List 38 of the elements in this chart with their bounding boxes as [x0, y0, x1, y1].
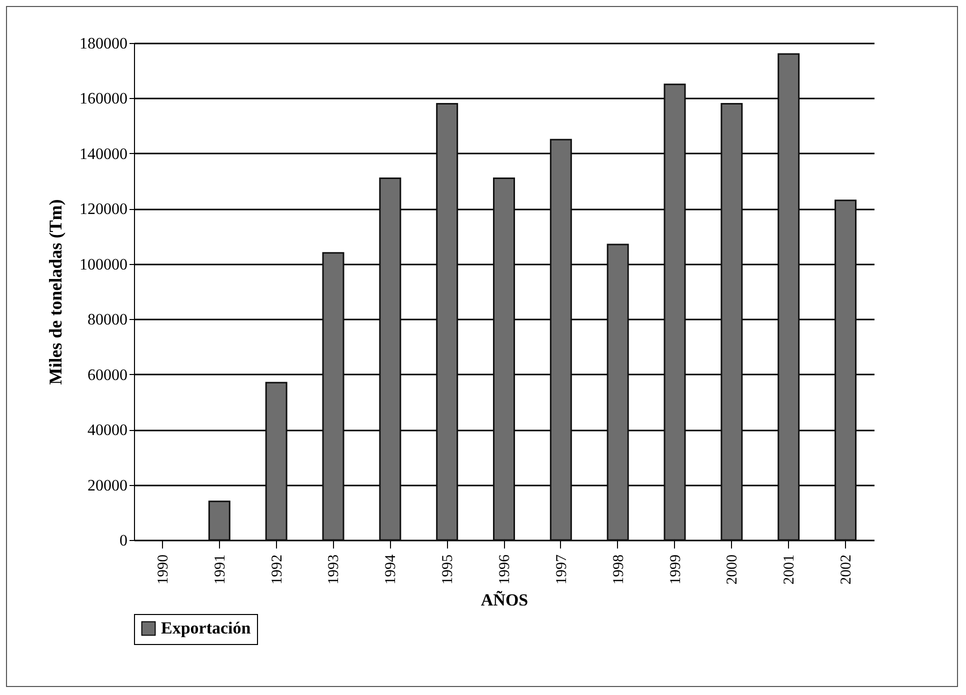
y-tick-label: 100000	[80, 256, 128, 274]
bar	[834, 200, 857, 541]
x-tick-label: 1992	[269, 554, 286, 584]
bar	[493, 178, 515, 541]
x-tick-label: 1990	[155, 554, 172, 584]
x-tick-label: 1998	[610, 554, 627, 584]
y-tick-label: 180000	[80, 36, 128, 52]
bar	[322, 252, 344, 541]
bar	[208, 500, 230, 541]
y-tick-label: 40000	[88, 422, 128, 440]
bar	[436, 102, 458, 541]
bar	[778, 53, 800, 541]
y-tick-label: 0	[120, 532, 128, 550]
y-tick-label: 120000	[80, 201, 128, 218]
y-tick-label: 160000	[80, 90, 128, 108]
y-tick-label: 80000	[88, 312, 128, 329]
x-tick-label: 1997	[554, 554, 570, 584]
x-tick-label: 1994	[383, 554, 400, 584]
bar	[550, 138, 572, 541]
bar	[265, 382, 288, 541]
y-axis-title: Miles de toneladas (Tm)	[46, 199, 66, 385]
bar	[606, 244, 629, 541]
y-tick-label: 140000	[80, 146, 128, 163]
x-tick-label: 1996	[497, 554, 513, 584]
x-tick-label: 2001	[782, 554, 798, 584]
x-tick-label: 2000	[724, 554, 741, 584]
x-tick-label: 1999	[668, 554, 684, 584]
bar	[379, 178, 402, 541]
y-tick-label: 20000	[88, 477, 128, 494]
y-tick-label: 60000	[88, 366, 128, 384]
bar	[720, 102, 743, 541]
x-tick-label: 2002	[838, 554, 855, 584]
x-axis-title: AÑOS	[480, 590, 528, 610]
x-tick-label: 1991	[212, 554, 228, 584]
x-tick-label: 1995	[440, 554, 456, 584]
x-tick-label: 1993	[326, 554, 342, 584]
bar	[664, 84, 686, 541]
legend-label: Exportación	[161, 618, 252, 638]
